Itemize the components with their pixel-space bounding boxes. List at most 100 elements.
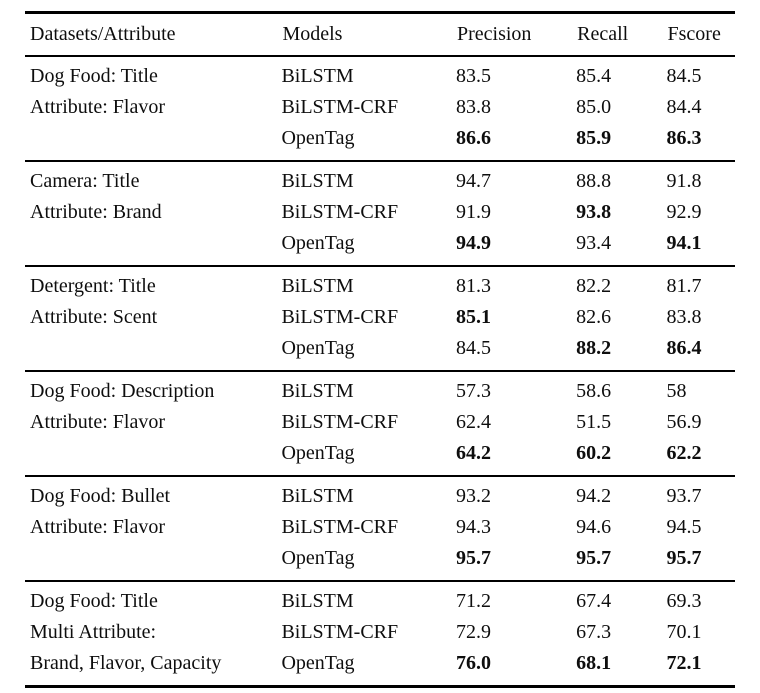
recall-cell: 85.0 xyxy=(576,96,612,118)
dataset-cell: Attribute: Scent xyxy=(30,306,158,328)
fscore-cell: 95.7 xyxy=(666,547,702,569)
dataset-cell: Detergent: Title xyxy=(30,275,156,297)
table-row: Detergent: Title BiLSTM 81.3 82.2 81.7 xyxy=(25,266,735,302)
precision-cell: 94.3 xyxy=(455,516,491,538)
recall-cell: 88.8 xyxy=(576,170,612,192)
precision-cell: 84.5 xyxy=(455,337,491,359)
header-datasets-attribute: Datasets/Attribute xyxy=(25,12,282,57)
model-cell: BiLSTM xyxy=(281,590,354,612)
model-cell: OpenTag xyxy=(281,442,355,464)
header-precision: Precision xyxy=(455,12,577,57)
dataset-cell: Brand, Flavor, Capacity xyxy=(30,652,222,674)
dataset-cell: Attribute: Flavor xyxy=(30,411,165,433)
fscore-cell: 70.1 xyxy=(666,621,702,643)
table-row: Attribute: Flavor BiLSTM-CRF 62.4 51.5 5… xyxy=(25,407,735,438)
dataset-cell: Multi Attribute: xyxy=(30,621,157,643)
dataset-cell xyxy=(25,228,281,266)
group-dogfood-title-multi-attribute: Dog Food: Title BiLSTM 71.2 67.4 69.3 Mu… xyxy=(25,581,735,687)
precision-cell: 72.9 xyxy=(455,621,491,643)
results-table: Datasets/Attribute Models Precision Reca… xyxy=(25,11,735,688)
table-row: Dog Food: Description BiLSTM 57.3 58.6 5… xyxy=(25,371,735,407)
fscore-cell: 84.5 xyxy=(666,65,702,87)
dataset-cell: Dog Food: Description xyxy=(30,380,215,402)
table-row: OpenTag 94.9 93.4 94.1 xyxy=(25,228,735,266)
model-cell: OpenTag xyxy=(281,547,355,569)
recall-cell: 67.4 xyxy=(576,590,612,612)
table-row: Attribute: Flavor BiLSTM-CRF 83.8 85.0 8… xyxy=(25,92,735,123)
dataset-cell: Attribute: Flavor xyxy=(30,516,165,538)
table-row: Attribute: Flavor BiLSTM-CRF 94.3 94.6 9… xyxy=(25,512,735,543)
precision-cell: 94.9 xyxy=(455,232,491,254)
recall-cell: 93.4 xyxy=(576,232,612,254)
model-cell: BiLSTM-CRF xyxy=(281,621,399,643)
group-dogfood-title-flavor: Dog Food: Title BiLSTM 83.5 85.4 84.5 At… xyxy=(25,56,735,161)
recall-cell: 88.2 xyxy=(576,337,612,359)
recall-cell: 82.6 xyxy=(576,306,612,328)
fscore-cell: 93.7 xyxy=(666,485,702,507)
fscore-cell: 58 xyxy=(666,380,687,402)
precision-cell: 83.5 xyxy=(455,65,491,87)
model-cell: BiLSTM-CRF xyxy=(281,96,399,118)
precision-cell: 94.7 xyxy=(455,170,491,192)
precision-cell: 86.6 xyxy=(455,127,491,149)
dataset-cell: Dog Food: Bullet xyxy=(30,485,171,507)
model-cell: OpenTag xyxy=(281,337,355,359)
dataset-cell: Attribute: Brand xyxy=(30,201,162,223)
table-row: Dog Food: Title BiLSTM 71.2 67.4 69.3 xyxy=(25,581,735,617)
fscore-cell: 84.4 xyxy=(666,96,702,118)
fscore-cell: 69.3 xyxy=(666,590,702,612)
header-models: Models xyxy=(281,12,456,57)
recall-cell: 60.2 xyxy=(576,442,612,464)
table-header: Datasets/Attribute Models Precision Reca… xyxy=(25,12,735,57)
model-cell: BiLSTM xyxy=(281,485,354,507)
model-cell: BiLSTM-CRF xyxy=(281,516,399,538)
table-row: Attribute: Scent BiLSTM-CRF 85.1 82.6 83… xyxy=(25,302,735,333)
table-row: Attribute: Brand BiLSTM-CRF 91.9 93.8 92… xyxy=(25,197,735,228)
precision-cell: 76.0 xyxy=(455,652,491,674)
precision-cell: 71.2 xyxy=(455,590,491,612)
recall-cell: 68.1 xyxy=(576,652,612,674)
fscore-cell: 86.4 xyxy=(666,337,702,359)
model-cell: OpenTag xyxy=(281,232,355,254)
fscore-cell: 91.8 xyxy=(666,170,702,192)
fscore-cell: 94.1 xyxy=(666,232,702,254)
table-row: OpenTag 86.6 85.9 86.3 xyxy=(25,123,735,161)
precision-cell: 91.9 xyxy=(455,201,491,223)
dataset-cell xyxy=(25,123,281,161)
precision-cell: 85.1 xyxy=(455,306,491,328)
precision-cell: 81.3 xyxy=(455,275,491,297)
fscore-cell: 56.9 xyxy=(666,411,702,433)
precision-cell: 57.3 xyxy=(455,380,491,402)
group-camera-title-brand: Camera: Title BiLSTM 94.7 88.8 91.8 Attr… xyxy=(25,161,735,266)
model-cell: BiLSTM xyxy=(281,380,354,402)
table-row: Dog Food: Title BiLSTM 83.5 85.4 84.5 xyxy=(25,56,735,92)
recall-cell: 94.6 xyxy=(576,516,612,538)
table-row: Multi Attribute: BiLSTM-CRF 72.9 67.3 70… xyxy=(25,617,735,648)
fscore-cell: 94.5 xyxy=(666,516,702,538)
precision-cell: 62.4 xyxy=(455,411,491,433)
dataset-cell xyxy=(25,543,281,581)
fscore-cell: 83.8 xyxy=(666,306,702,328)
model-cell: OpenTag xyxy=(281,652,355,674)
header-row: Datasets/Attribute Models Precision Reca… xyxy=(25,12,735,57)
fscore-cell: 92.9 xyxy=(666,201,702,223)
recall-cell: 94.2 xyxy=(576,485,612,507)
group-dogfood-description-flavor: Dog Food: Description BiLSTM 57.3 58.6 5… xyxy=(25,371,735,476)
recall-cell: 93.8 xyxy=(576,201,612,223)
model-cell: OpenTag xyxy=(281,127,355,149)
table-row: Brand, Flavor, Capacity OpenTag 76.0 68.… xyxy=(25,648,735,687)
fscore-cell: 86.3 xyxy=(666,127,702,149)
fscore-cell: 72.1 xyxy=(666,652,702,674)
model-cell: BiLSTM xyxy=(281,65,354,87)
recall-cell: 51.5 xyxy=(576,411,612,433)
model-cell: BiLSTM-CRF xyxy=(281,411,399,433)
group-dogfood-bullet-flavor: Dog Food: Bullet BiLSTM 93.2 94.2 93.7 A… xyxy=(25,476,735,581)
precision-cell: 64.2 xyxy=(455,442,491,464)
recall-cell: 95.7 xyxy=(576,547,612,569)
table-row: OpenTag 84.5 88.2 86.4 xyxy=(25,333,735,371)
recall-cell: 85.4 xyxy=(576,65,612,87)
recall-cell: 58.6 xyxy=(576,380,612,402)
fscore-cell: 81.7 xyxy=(666,275,702,297)
model-cell: BiLSTM xyxy=(281,275,354,297)
group-detergent-title-scent: Detergent: Title BiLSTM 81.3 82.2 81.7 A… xyxy=(25,266,735,371)
